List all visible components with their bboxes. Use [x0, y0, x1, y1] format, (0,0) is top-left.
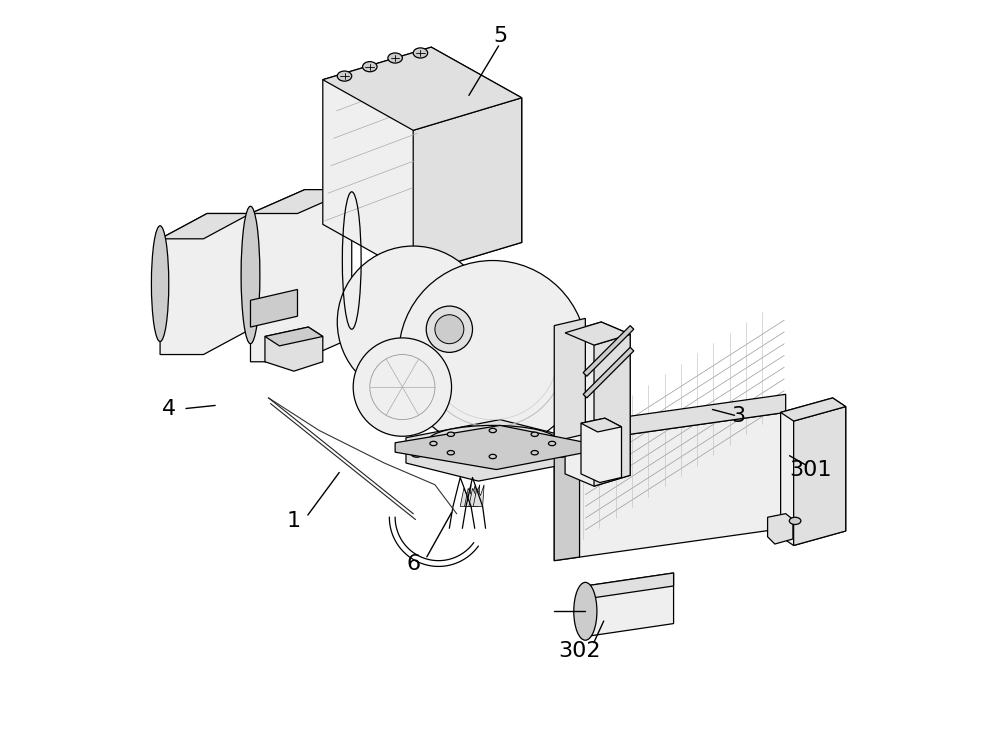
Polygon shape — [583, 348, 634, 398]
Ellipse shape — [411, 450, 423, 458]
Ellipse shape — [447, 450, 454, 455]
Polygon shape — [768, 514, 793, 544]
Polygon shape — [594, 334, 630, 486]
Ellipse shape — [531, 432, 538, 436]
Ellipse shape — [538, 441, 549, 449]
Polygon shape — [794, 407, 846, 545]
Ellipse shape — [447, 432, 454, 436]
Polygon shape — [781, 398, 846, 421]
Text: 301: 301 — [790, 461, 832, 480]
Polygon shape — [265, 327, 323, 371]
Polygon shape — [160, 213, 250, 239]
Polygon shape — [323, 47, 522, 275]
Ellipse shape — [489, 428, 496, 432]
Polygon shape — [473, 485, 484, 506]
Polygon shape — [554, 441, 580, 561]
Polygon shape — [554, 413, 786, 561]
Text: 302: 302 — [558, 641, 601, 661]
Polygon shape — [413, 97, 522, 275]
Polygon shape — [554, 318, 585, 441]
Polygon shape — [581, 418, 622, 432]
Ellipse shape — [337, 71, 352, 81]
Ellipse shape — [428, 425, 558, 458]
Polygon shape — [583, 325, 634, 376]
Ellipse shape — [489, 455, 496, 459]
Polygon shape — [781, 398, 846, 545]
Ellipse shape — [435, 314, 464, 344]
Polygon shape — [323, 47, 522, 131]
Text: 6: 6 — [406, 554, 420, 574]
Ellipse shape — [574, 582, 597, 640]
Ellipse shape — [556, 450, 567, 458]
Polygon shape — [585, 573, 674, 599]
Polygon shape — [250, 190, 352, 213]
Ellipse shape — [548, 441, 556, 446]
Polygon shape — [460, 485, 471, 506]
Circle shape — [426, 306, 473, 352]
Polygon shape — [585, 573, 674, 637]
Ellipse shape — [430, 441, 437, 446]
Text: 5: 5 — [493, 27, 507, 46]
Ellipse shape — [363, 61, 377, 72]
Text: 4: 4 — [162, 399, 176, 418]
Text: 1: 1 — [287, 511, 301, 531]
Polygon shape — [250, 190, 352, 362]
Ellipse shape — [241, 206, 260, 344]
Ellipse shape — [388, 53, 402, 63]
Circle shape — [337, 246, 489, 398]
Polygon shape — [250, 289, 297, 327]
Ellipse shape — [789, 517, 801, 525]
Polygon shape — [395, 425, 587, 469]
Polygon shape — [565, 322, 630, 486]
Ellipse shape — [151, 226, 169, 342]
Circle shape — [353, 338, 452, 436]
Polygon shape — [565, 322, 630, 345]
Ellipse shape — [531, 450, 538, 455]
Polygon shape — [406, 420, 572, 481]
Ellipse shape — [413, 48, 428, 58]
Polygon shape — [581, 418, 622, 483]
Polygon shape — [160, 213, 250, 354]
Ellipse shape — [435, 432, 551, 458]
Polygon shape — [265, 327, 323, 346]
Polygon shape — [469, 485, 480, 506]
Polygon shape — [554, 394, 786, 445]
Circle shape — [399, 261, 587, 449]
Ellipse shape — [444, 441, 455, 449]
Polygon shape — [465, 485, 475, 506]
Text: 3: 3 — [732, 406, 746, 426]
